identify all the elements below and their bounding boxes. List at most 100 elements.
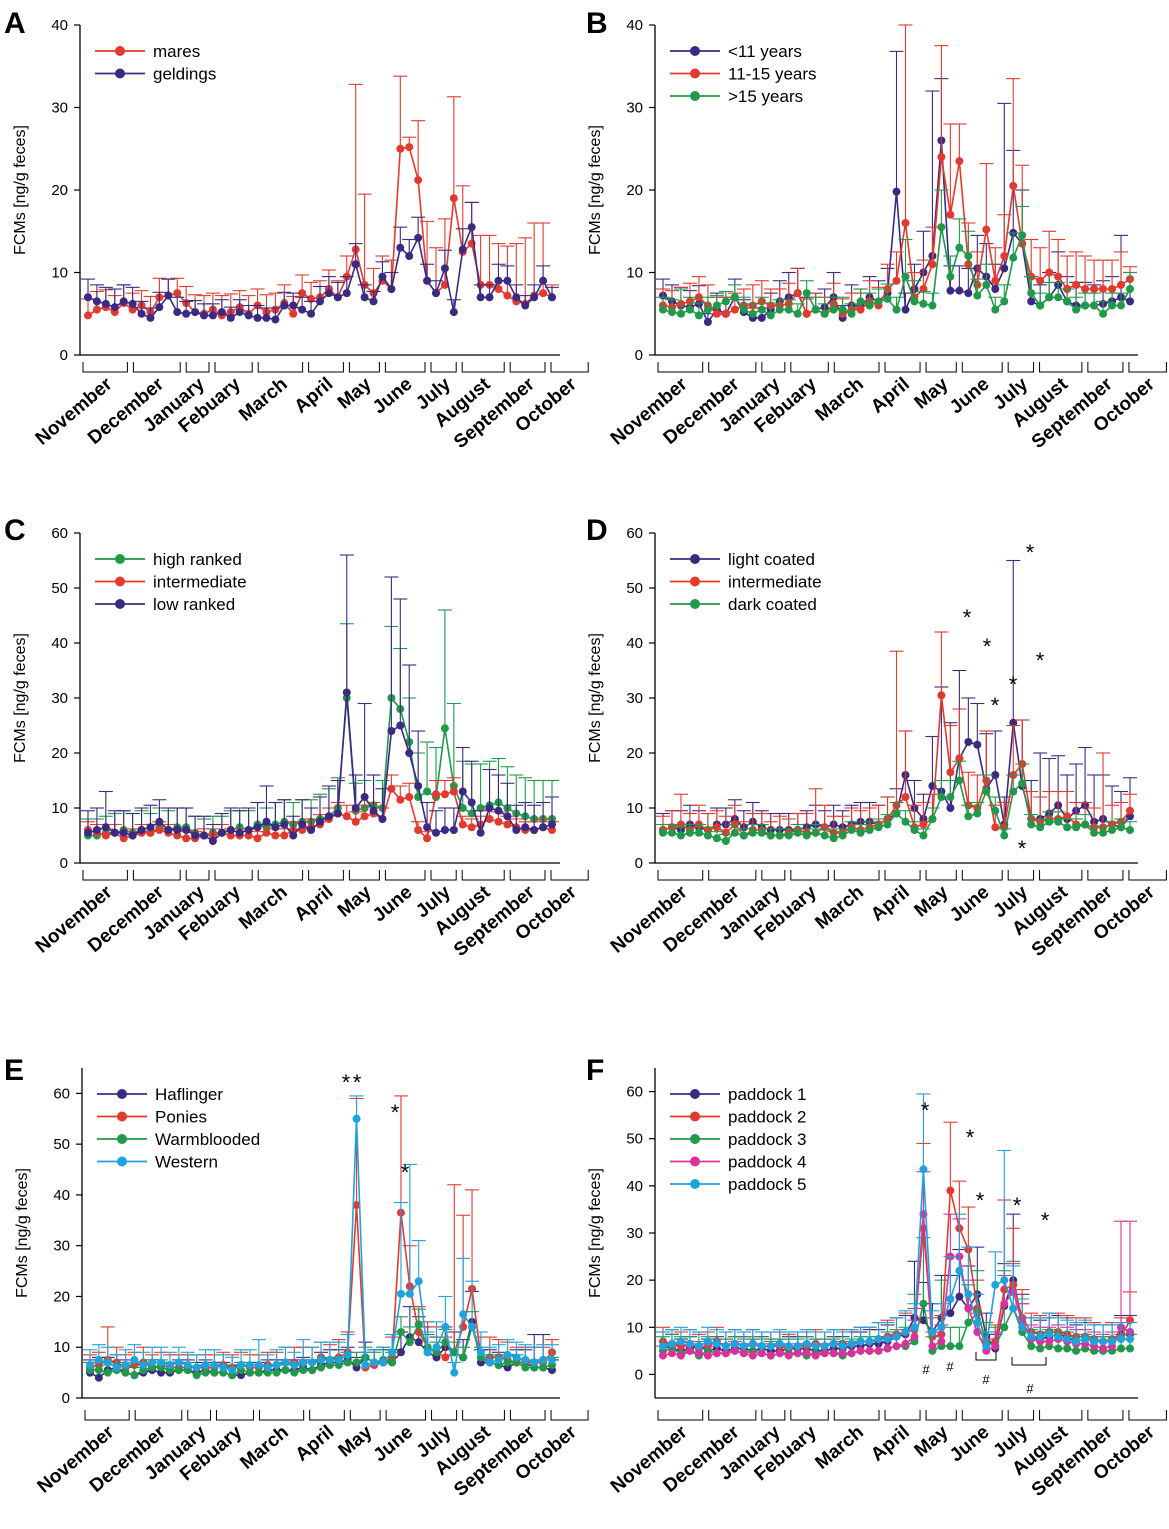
data-point — [1000, 1323, 1009, 1332]
data-point — [548, 820, 556, 829]
data-point — [485, 815, 494, 823]
significance-star: * — [1036, 648, 1045, 673]
month-bracket — [1007, 1410, 1035, 1421]
data-point — [766, 1342, 775, 1351]
data-point — [1027, 1332, 1036, 1341]
y-tick-label: 0 — [635, 855, 643, 872]
data-point — [146, 828, 155, 837]
month-bracket — [1087, 1410, 1124, 1421]
data-point — [289, 309, 298, 318]
data-point — [829, 305, 838, 314]
data-point — [757, 305, 766, 314]
data-point — [94, 1373, 103, 1382]
data-point — [342, 289, 351, 298]
data-point — [838, 1342, 847, 1351]
month-label: March — [236, 1422, 292, 1474]
data-point — [802, 831, 811, 840]
data-point — [521, 1355, 530, 1364]
month-label: May — [911, 1421, 953, 1461]
data-point — [1063, 812, 1072, 821]
data-point — [485, 804, 494, 812]
data-point — [1027, 297, 1036, 306]
data-point — [325, 1355, 334, 1364]
data-point — [766, 311, 775, 320]
month-bracket — [82, 362, 128, 373]
data-point — [703, 1337, 712, 1346]
data-point — [226, 826, 235, 834]
data-point — [217, 308, 226, 317]
data-point — [503, 812, 512, 821]
data-point — [955, 1266, 964, 1275]
data-point — [494, 285, 503, 293]
data-point — [910, 1332, 919, 1341]
data-point — [811, 828, 820, 837]
data-point — [441, 1353, 450, 1362]
data-point — [512, 826, 521, 834]
month-bracket — [884, 362, 921, 373]
series-dark-coated — [656, 760, 1137, 845]
data-point — [856, 1346, 865, 1355]
data-point — [539, 1363, 548, 1372]
month-bracket — [708, 1410, 757, 1421]
month-bracket — [509, 362, 546, 373]
significance-star: * — [353, 1070, 362, 1095]
data-point — [910, 297, 919, 306]
data-point — [775, 305, 784, 314]
month-bracket — [509, 1410, 546, 1421]
data-point — [1072, 1337, 1081, 1346]
y-tick-label: 30 — [51, 100, 68, 117]
data-point — [829, 1339, 838, 1348]
data-point — [667, 308, 676, 317]
data-point — [946, 210, 955, 219]
data-point — [721, 309, 730, 318]
data-point — [739, 305, 748, 314]
data-point — [1072, 280, 1081, 289]
data-point — [387, 285, 396, 293]
data-point — [361, 1361, 370, 1369]
y-axis-label: FCMs [ng/g feces] — [12, 125, 29, 255]
data-point — [946, 768, 955, 777]
data-point — [351, 260, 360, 269]
data-point — [244, 831, 253, 840]
month-bracket — [708, 362, 757, 373]
data-point — [659, 828, 667, 837]
data-point — [847, 1349, 856, 1358]
data-point — [324, 289, 333, 298]
y-axis-label: FCMs [ng/g feces] — [587, 633, 604, 763]
data-point — [775, 1349, 784, 1358]
data-point — [847, 309, 856, 318]
data-point — [1009, 253, 1018, 262]
data-point — [892, 809, 901, 818]
data-point — [901, 272, 910, 281]
data-point — [1045, 1337, 1054, 1346]
data-point — [982, 225, 991, 234]
data-point — [1045, 817, 1054, 826]
month-bracket — [961, 870, 1003, 881]
data-point — [388, 1358, 397, 1367]
legend-entry: paddock 1 — [728, 1085, 806, 1104]
data-point — [432, 828, 440, 837]
legend-marker — [690, 91, 700, 101]
data-point — [530, 826, 539, 834]
month-bracket — [833, 362, 880, 373]
data-point — [103, 1358, 112, 1367]
y-tick-label: 20 — [53, 1288, 70, 1305]
data-point — [1081, 301, 1090, 310]
data-point — [307, 826, 316, 834]
month-label: April — [292, 1422, 339, 1466]
data-point — [964, 738, 973, 746]
data-point — [865, 826, 874, 834]
y-tick-label: 20 — [626, 182, 643, 199]
data-point — [901, 219, 910, 227]
data-point — [991, 276, 1000, 285]
data-point — [423, 1348, 432, 1357]
data-point — [1045, 1330, 1054, 1339]
data-point — [1126, 297, 1134, 306]
data-point — [316, 817, 324, 826]
data-point — [432, 790, 440, 799]
data-point — [280, 831, 289, 840]
data-point — [308, 1366, 317, 1375]
y-tick-label: 50 — [626, 1131, 643, 1148]
data-point — [512, 1353, 521, 1362]
data-point — [667, 828, 676, 837]
